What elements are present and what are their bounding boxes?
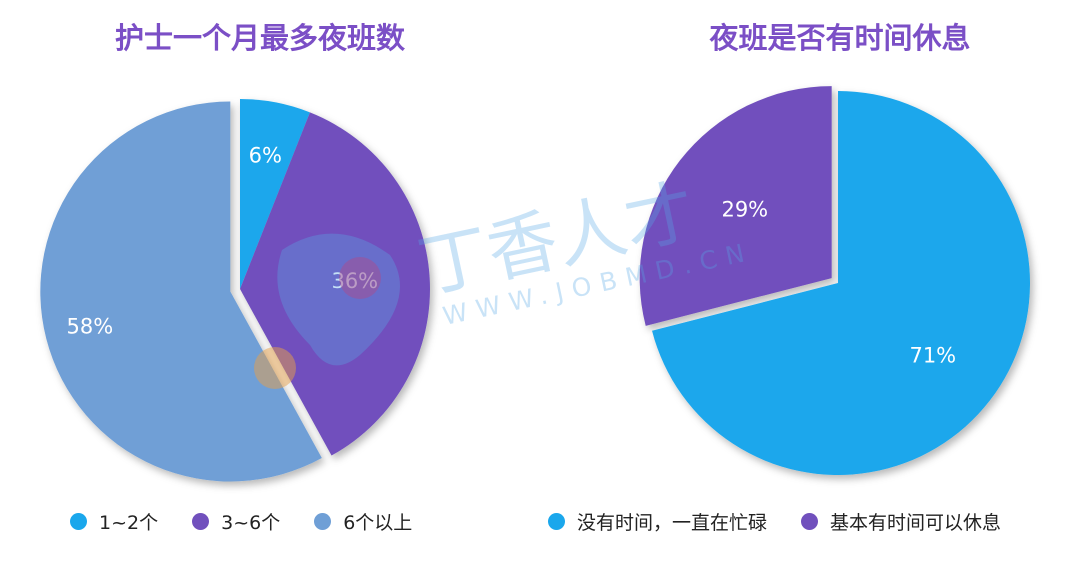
pie-slice <box>240 99 310 289</box>
legend-label: 3~6个 <box>221 511 281 534</box>
pie-chart-right <box>639 86 1030 475</box>
legend-item: 1~2个 <box>70 508 158 535</box>
pie-slice <box>652 91 1030 475</box>
legend-item: 3~6个 <box>192 508 280 535</box>
chart-title-left: 护士一个月最多夜班数 <box>114 21 405 55</box>
legend-item: 6个以上 <box>314 508 412 535</box>
pie-slice-label: 6% <box>249 143 282 167</box>
chart-title-right: 夜班是否有时间休息 <box>709 21 971 55</box>
pie-slice-label: 71% <box>909 344 956 368</box>
legend-right: 没有时间，一直在忙碌 基本有时间可以休息 <box>548 506 1035 536</box>
legend-label: 6个以上 <box>343 511 413 534</box>
legend-item: 没有时间，一直在忙碌 <box>548 508 767 535</box>
legend-swatch-dot <box>548 512 565 530</box>
pie-slice-label: 36% <box>331 269 378 293</box>
pie-slice-label: 29% <box>721 198 768 222</box>
legend-swatch-dot <box>192 512 210 530</box>
legend-swatch-dot <box>70 512 87 530</box>
legend-label: 没有时间，一直在忙碌 <box>577 511 768 534</box>
legend-label: 1~2个 <box>99 511 159 534</box>
legend-swatch-dot <box>801 512 819 530</box>
pie-slice <box>40 101 322 482</box>
legend-swatch-dot <box>314 512 332 530</box>
legend-label: 基本有时间可以休息 <box>830 511 1002 534</box>
legend-item: 基本有时间可以休息 <box>801 508 1001 535</box>
pie-right-labels: 71% 29% <box>721 198 956 368</box>
pie-left-labels: 6% 36% 58% <box>67 143 379 338</box>
legend-left: 1~2个 3~6个 6个以上 <box>70 506 446 536</box>
pie-slice-label: 58% <box>67 315 114 339</box>
pie-slice <box>639 86 832 326</box>
